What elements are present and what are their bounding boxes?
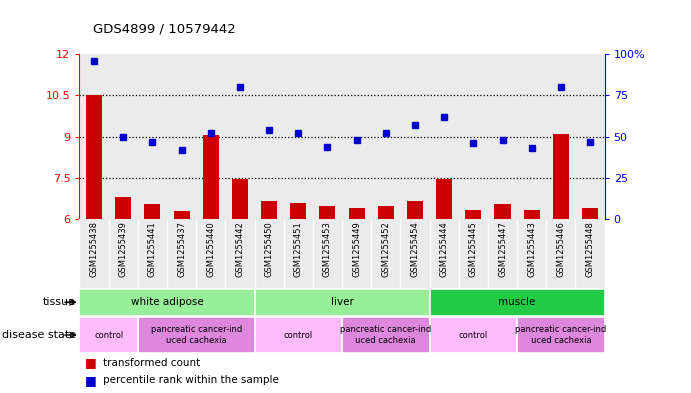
- Text: GSM1255447: GSM1255447: [498, 221, 507, 277]
- Bar: [79, 288, 254, 316]
- Bar: [232, 179, 248, 219]
- Bar: [284, 219, 313, 288]
- Bar: [144, 204, 160, 219]
- Bar: [547, 54, 576, 219]
- Text: GSM1255450: GSM1255450: [265, 221, 274, 277]
- Bar: [342, 219, 371, 288]
- Text: muscle: muscle: [498, 297, 536, 307]
- Text: GSM1255445: GSM1255445: [468, 221, 478, 277]
- Bar: [138, 54, 167, 219]
- Text: pancreatic cancer-ind
uced cachexia: pancreatic cancer-ind uced cachexia: [515, 325, 607, 345]
- Bar: [459, 219, 488, 288]
- Text: ■: ■: [85, 356, 97, 369]
- Text: transformed count: transformed count: [103, 358, 200, 367]
- Bar: [517, 219, 547, 288]
- Bar: [196, 54, 225, 219]
- Bar: [138, 317, 254, 353]
- Bar: [254, 317, 342, 353]
- Text: GDS4899 / 10579442: GDS4899 / 10579442: [93, 22, 236, 35]
- Bar: [517, 54, 547, 219]
- Text: GSM1255454: GSM1255454: [410, 221, 419, 277]
- Bar: [430, 219, 459, 288]
- Bar: [290, 203, 306, 219]
- Text: percentile rank within the sample: percentile rank within the sample: [103, 375, 279, 385]
- Bar: [79, 54, 108, 219]
- Bar: [225, 54, 254, 219]
- Bar: [524, 210, 540, 219]
- Text: pancreatic cancer-ind
uced cachexia: pancreatic cancer-ind uced cachexia: [340, 325, 431, 345]
- Bar: [582, 208, 598, 219]
- Bar: [371, 219, 400, 288]
- Text: control: control: [459, 331, 488, 340]
- Bar: [378, 206, 394, 219]
- Bar: [196, 219, 225, 288]
- Bar: [576, 54, 605, 219]
- Text: GSM1255453: GSM1255453: [323, 221, 332, 277]
- Text: control: control: [94, 331, 123, 340]
- Text: GSM1255439: GSM1255439: [119, 221, 128, 277]
- Bar: [86, 95, 102, 219]
- Text: GSM1255448: GSM1255448: [585, 221, 594, 277]
- Text: white adipose: white adipose: [131, 297, 203, 307]
- Bar: [167, 219, 196, 288]
- Bar: [517, 317, 605, 353]
- Bar: [495, 204, 511, 219]
- Text: GSM1255446: GSM1255446: [556, 221, 565, 277]
- Bar: [225, 219, 254, 288]
- Bar: [254, 54, 284, 219]
- Bar: [261, 201, 277, 219]
- Bar: [547, 219, 576, 288]
- Bar: [436, 179, 452, 219]
- Bar: [108, 54, 138, 219]
- Bar: [115, 197, 131, 219]
- Text: pancreatic cancer-ind
uced cachexia: pancreatic cancer-ind uced cachexia: [151, 325, 242, 345]
- Bar: [319, 206, 335, 219]
- Text: liver: liver: [330, 297, 354, 307]
- Bar: [342, 317, 430, 353]
- Bar: [576, 219, 605, 288]
- Bar: [342, 54, 371, 219]
- Bar: [488, 219, 517, 288]
- Bar: [79, 219, 108, 288]
- Bar: [348, 208, 365, 219]
- Bar: [313, 54, 342, 219]
- Bar: [430, 288, 605, 316]
- Bar: [488, 54, 517, 219]
- Text: GSM1255451: GSM1255451: [294, 221, 303, 277]
- Text: GSM1255444: GSM1255444: [439, 221, 448, 277]
- Text: GSM1255438: GSM1255438: [90, 221, 99, 277]
- Bar: [553, 134, 569, 219]
- Bar: [465, 210, 482, 219]
- Bar: [167, 54, 196, 219]
- Text: control: control: [284, 331, 313, 340]
- Bar: [254, 219, 284, 288]
- Bar: [313, 219, 342, 288]
- Bar: [79, 317, 138, 353]
- Text: GSM1255441: GSM1255441: [148, 221, 157, 277]
- Text: disease state: disease state: [2, 330, 76, 340]
- Text: GSM1255449: GSM1255449: [352, 221, 361, 277]
- Bar: [254, 288, 430, 316]
- Bar: [400, 54, 430, 219]
- Bar: [108, 219, 138, 288]
- Bar: [459, 54, 488, 219]
- Bar: [407, 201, 423, 219]
- Bar: [371, 54, 400, 219]
- Bar: [284, 54, 313, 219]
- Text: tissue: tissue: [43, 297, 76, 307]
- Text: GSM1255452: GSM1255452: [381, 221, 390, 277]
- Bar: [400, 219, 430, 288]
- Bar: [202, 135, 219, 219]
- Bar: [430, 54, 459, 219]
- Text: GSM1255440: GSM1255440: [206, 221, 216, 277]
- Bar: [430, 317, 517, 353]
- Bar: [173, 211, 189, 219]
- Text: ■: ■: [85, 374, 97, 387]
- Text: GSM1255437: GSM1255437: [177, 221, 186, 277]
- Text: GSM1255443: GSM1255443: [527, 221, 536, 277]
- Text: GSM1255442: GSM1255442: [236, 221, 245, 277]
- Bar: [138, 219, 167, 288]
